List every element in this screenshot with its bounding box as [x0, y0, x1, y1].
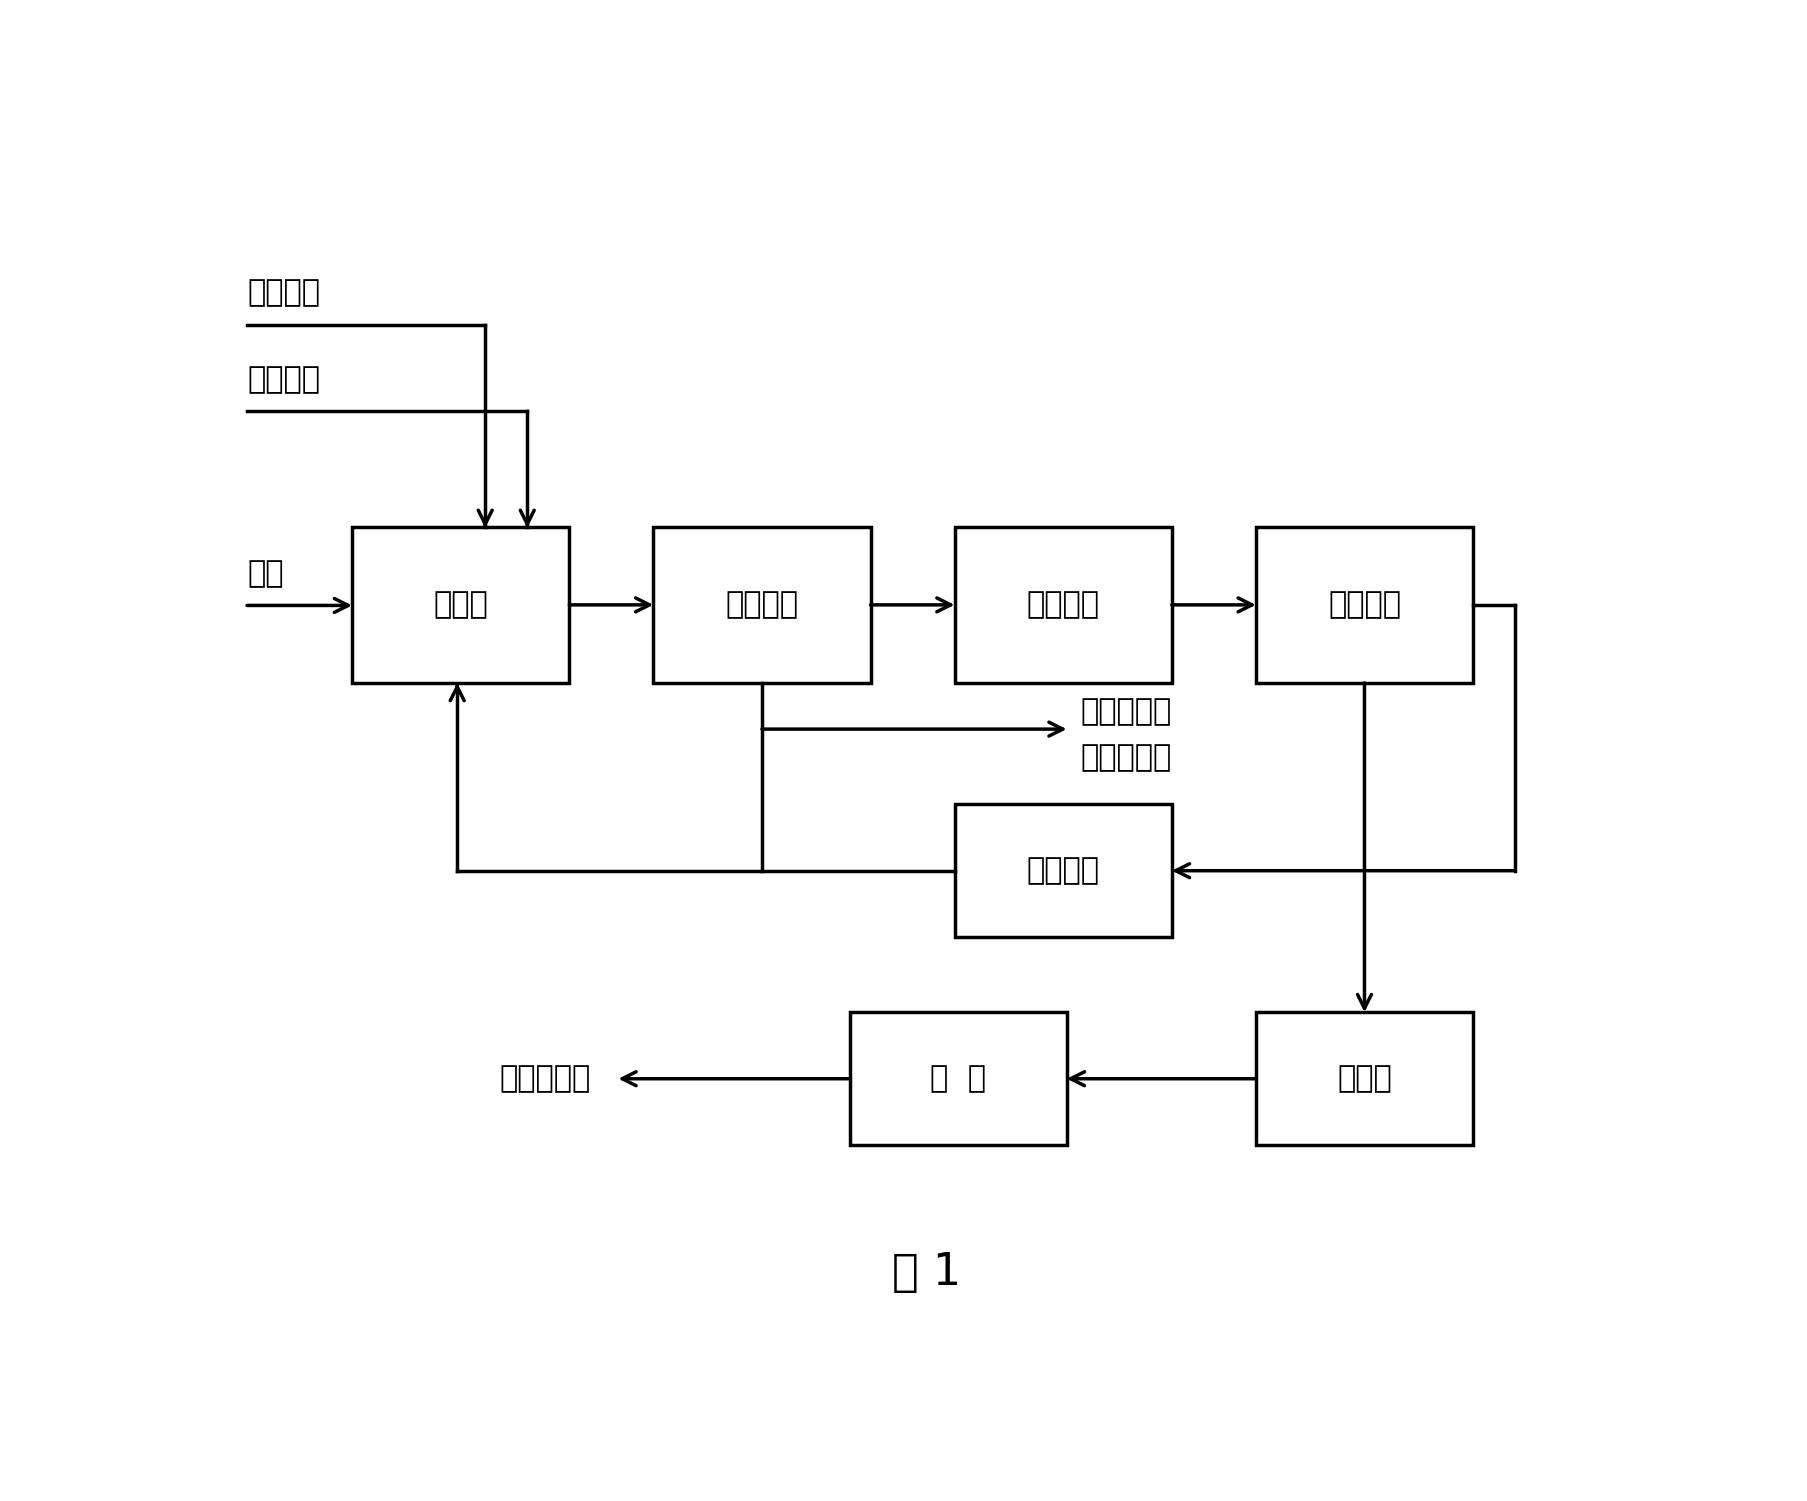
Text: 滤渣用于制: 滤渣用于制: [1081, 698, 1171, 726]
Text: 六偏磷酸钠: 六偏磷酸钠: [499, 1064, 589, 1093]
Text: 氢氧化钠: 氢氧化钠: [248, 365, 320, 393]
Bar: [954, 527, 1171, 683]
Text: 图 1: 图 1: [891, 1250, 961, 1294]
Text: 造复合肥料: 造复合肥料: [1081, 743, 1171, 773]
Text: 湿法磷酸: 湿法磷酸: [248, 278, 320, 308]
Bar: [1256, 1012, 1473, 1145]
Bar: [954, 805, 1171, 937]
Bar: [652, 527, 871, 683]
Bar: [849, 1012, 1066, 1145]
Text: 过滤分离: 过滤分离: [1326, 590, 1400, 620]
Bar: [1256, 527, 1473, 683]
Text: 聚  合: 聚 合: [929, 1064, 985, 1093]
Text: 液氨: 液氨: [248, 558, 284, 588]
Text: 氨再生: 氨再生: [1337, 1064, 1391, 1093]
Text: 冷却结晶: 冷却结晶: [1026, 590, 1099, 620]
Text: 母液浓缩: 母液浓缩: [1026, 856, 1099, 886]
Text: 中和槽: 中和槽: [434, 590, 488, 620]
Bar: [352, 527, 569, 683]
Text: 过滤分离: 过滤分离: [725, 590, 799, 620]
